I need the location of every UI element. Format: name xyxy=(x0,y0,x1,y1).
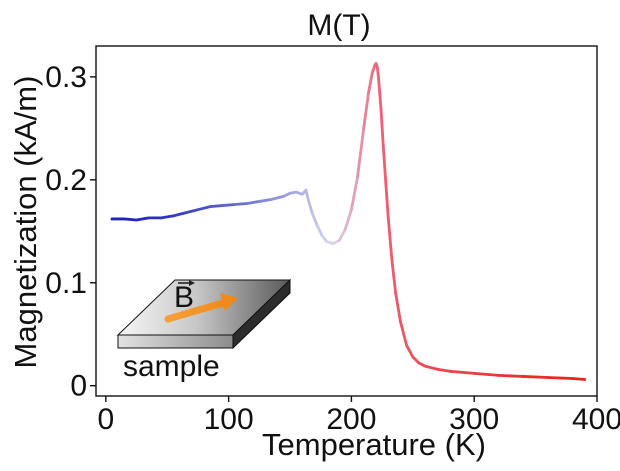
series-line-segment xyxy=(546,376,574,380)
x-axis-ticks: 0 100 200 300 400 xyxy=(97,396,620,436)
series-line-segment xyxy=(304,188,310,202)
series-line-segment xyxy=(122,217,138,222)
magnetization-series xyxy=(110,62,587,381)
series-line-segment xyxy=(394,291,402,324)
series-line-segment xyxy=(337,227,347,242)
series-line-segment xyxy=(521,375,550,379)
series-line-segment xyxy=(399,320,409,347)
y-axis-ticks: 0 0.1 0.2 0.3 xyxy=(45,61,96,403)
series-line-segment xyxy=(375,65,380,79)
sample-inset-diagram: B sample xyxy=(116,278,292,383)
x-tick-label: 400 xyxy=(572,403,620,436)
series-line-segment xyxy=(159,214,175,220)
series-line-segment xyxy=(379,106,385,149)
series-line-segment xyxy=(367,71,374,94)
y-axis-label: Magnetization (kA/m) xyxy=(8,76,43,369)
sample-side-face xyxy=(232,278,291,350)
series-line-segment xyxy=(384,181,390,220)
series-line-segment xyxy=(196,205,212,212)
y-tick-label: 0 xyxy=(70,370,87,403)
series-line-segment xyxy=(435,367,452,373)
series-line-segment xyxy=(307,199,314,215)
sample-caption: sample xyxy=(123,350,220,383)
chart-title: M(T) xyxy=(307,9,370,42)
field-arrow-shaft xyxy=(164,298,230,323)
series-line-segment xyxy=(350,175,359,212)
series-line-segment xyxy=(343,208,353,231)
y-tick-label: 0.3 xyxy=(45,61,87,94)
series-line-segment xyxy=(270,194,286,201)
series-line-segment xyxy=(390,258,398,295)
x-tick-label: 300 xyxy=(449,403,499,436)
x-tick-label: 0 xyxy=(97,403,114,436)
series-line-segment xyxy=(448,369,476,375)
series-line-segment xyxy=(310,211,319,227)
series-line-segment xyxy=(377,75,383,110)
series-line-segment xyxy=(233,202,249,206)
x-axis-label: Temperature (K) xyxy=(262,427,486,462)
x-tick-label: 100 xyxy=(204,403,254,436)
series-line-segment xyxy=(245,200,261,205)
vector-overline-head xyxy=(189,280,195,286)
series-line-segment xyxy=(184,208,200,215)
series-line-segment xyxy=(571,377,587,381)
series-line-segment xyxy=(381,145,388,185)
series-line-segment xyxy=(356,126,366,179)
series-line-segment xyxy=(221,203,237,207)
y-tick-label: 0.1 xyxy=(45,267,87,300)
series-line-segment xyxy=(411,355,421,365)
y-tick-label: 0.2 xyxy=(45,164,87,197)
series-line-segment xyxy=(472,371,501,377)
series-line-segment xyxy=(497,374,525,378)
sample-front-face xyxy=(117,334,234,349)
series-line-segment xyxy=(386,216,394,262)
series-line-segment xyxy=(405,344,415,359)
series-line-segment xyxy=(423,364,439,371)
series-line-segment xyxy=(171,211,188,218)
series-line-segment xyxy=(315,223,324,237)
x-tick-label: 200 xyxy=(326,403,376,436)
series-line-segment xyxy=(257,197,274,203)
field-vector-label: B xyxy=(174,281,194,314)
plot-area-frame xyxy=(95,45,598,397)
series-line-segment xyxy=(208,204,224,208)
series-line-segment xyxy=(135,216,151,222)
field-arrow-head xyxy=(220,293,238,311)
series-line-segment xyxy=(362,90,371,130)
